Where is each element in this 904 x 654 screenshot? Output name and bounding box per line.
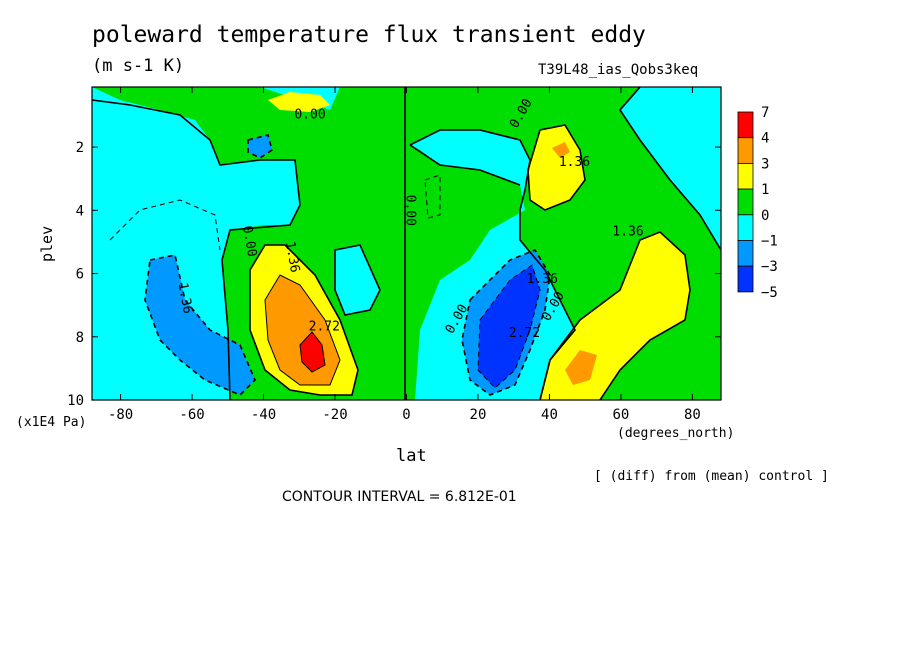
colorbar-label: −3 (761, 259, 778, 275)
colorbar-label: −1 (761, 234, 778, 250)
y-tick-label: 2 (76, 140, 84, 156)
run-label: T39L48_ias_Qobs3keq (538, 62, 699, 78)
x-tick-label: 0 (402, 407, 410, 423)
colorbar-label: 3 (761, 156, 769, 172)
contour-label: 0.00 (294, 108, 325, 123)
contour-label: 1.36 (559, 155, 590, 170)
colorbar-swatch (737, 162, 754, 190)
colorbar-swatch (737, 111, 754, 139)
chart-title: poleward temperature flux transient eddy (92, 22, 646, 48)
colorbar: 7 4 3 1 0 −1 −3 −5 (737, 105, 778, 301)
y-tick-label: 10 (67, 393, 84, 409)
x-tick-label: -40 (251, 407, 276, 423)
band-3-4-right (565, 350, 597, 385)
band-neg1-0-island (335, 245, 380, 315)
colorbar-label: 7 (761, 105, 769, 121)
band-neg5-neg3 (478, 265, 540, 388)
y-ticks: 2 4 6 8 10 (67, 140, 721, 409)
contour-label: 2.72 (509, 326, 540, 341)
colorbar-swatch (737, 265, 754, 293)
colorbar-label: 1 (761, 182, 769, 198)
x-tick-label: -60 (179, 407, 204, 423)
diff-note: [ (diff) from (mean) control ] (594, 469, 829, 484)
colorbar-swatch (737, 137, 754, 164)
x-ticks: -80 -60 -40 -20 0 20 40 60 80 (108, 87, 701, 423)
contour-label: 1.36 (612, 225, 643, 240)
y-tick-label: 4 (76, 203, 84, 219)
band-4-7 (300, 332, 325, 372)
negative-contours (109, 134, 551, 396)
x-axis-units: (degrees_north) (617, 426, 735, 441)
contour-label: 0.00 (239, 225, 259, 258)
x-tick-label: -20 (322, 407, 347, 423)
band-1-3-top (268, 92, 330, 112)
chart-units: (m s-1 K) (92, 56, 185, 76)
colorbar-label: −5 (761, 285, 778, 301)
y-tick-label: 8 (76, 330, 84, 346)
colorbar-label: 0 (761, 208, 769, 224)
colorbar-label: 4 (761, 131, 769, 147)
band-neg1-0-top (180, 87, 340, 110)
y-tick-label: 6 (76, 267, 84, 283)
x-axis-label: lat (396, 446, 427, 466)
band-neg1-0-left (92, 87, 300, 400)
x-tick-label: 80 (684, 407, 701, 423)
contour-label: 2.72 (309, 319, 340, 334)
contour-label: 1.36 (527, 272, 558, 287)
plot-fill (92, 87, 721, 400)
y-axis-units: (x1E4 Pa) (16, 415, 87, 430)
contour-label: 1.36 (175, 281, 195, 314)
x-tick-label: 60 (613, 407, 630, 423)
band-1-3-upper (528, 125, 585, 210)
contour-label: 1.36 (282, 240, 302, 273)
contour-lines (92, 87, 721, 400)
x-tick-label: 20 (470, 407, 487, 423)
contour-label: 0.00 (403, 195, 418, 226)
colorbar-swatch (737, 240, 754, 267)
band-3-4-upper (552, 142, 570, 158)
x-tick-label: -80 (108, 407, 133, 423)
colorbar-swatch (737, 214, 754, 241)
x-tick-label: 40 (541, 407, 558, 423)
contour-interval: CONTOUR INTERVAL = 6.812E-01 (282, 489, 517, 505)
colorbar-swatch (737, 188, 754, 216)
band-neg3-neg1-left (145, 255, 255, 395)
band-neg3-neg1-upper (248, 135, 272, 158)
